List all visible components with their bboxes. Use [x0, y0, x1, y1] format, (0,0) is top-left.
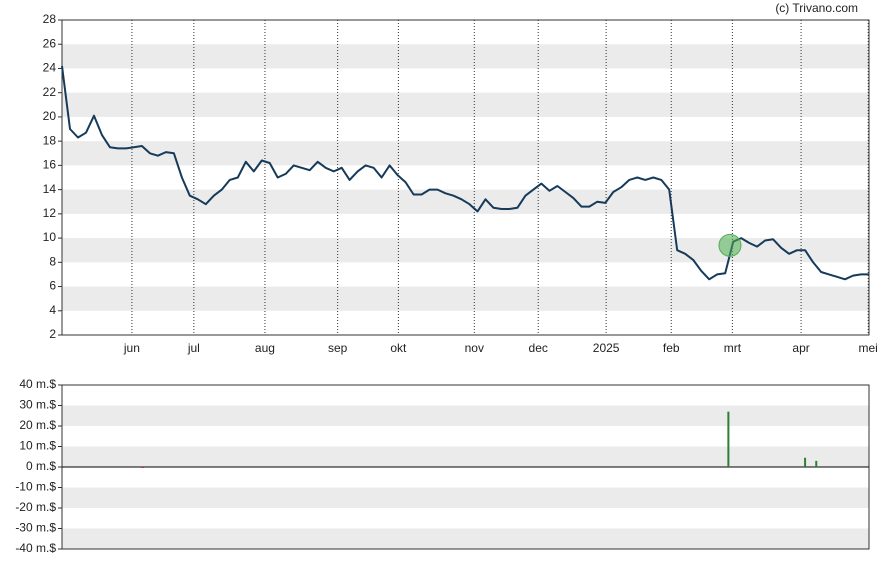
y-tick-label: 2 [49, 327, 56, 341]
trade-marker [718, 233, 742, 257]
grid-band [62, 44, 869, 69]
y-tick-label: 20 [43, 109, 57, 123]
grid-band [62, 405, 869, 426]
y-tick-label: 12 [43, 206, 57, 220]
bar [815, 460, 818, 467]
y-tick-label: 24 [43, 61, 57, 75]
y-tick-label: 16 [43, 158, 57, 172]
y-tick-label: 30 m.$ [19, 398, 56, 412]
plot-border [61, 19, 870, 336]
y-tick-label: 8 [49, 254, 56, 268]
y-tick-label: 40 m.$ [19, 377, 56, 391]
credit: (c) Trivano.com [775, 1, 858, 15]
grid-band [62, 92, 869, 117]
x-tick-label: okt [390, 341, 407, 355]
grid-band [62, 446, 869, 467]
y-tick-label: -20 m.$ [15, 500, 56, 514]
bar [141, 467, 144, 468]
x-tick-label: mei [859, 341, 878, 355]
x-tick-label: apr [792, 341, 809, 355]
grid-band [62, 286, 869, 311]
x-tick-label: jun [123, 341, 140, 355]
y-tick-label: 6 [49, 279, 56, 293]
x-tick-label: nov [465, 341, 484, 355]
bar [727, 411, 730, 467]
y-tick-label: 0 m.$ [26, 459, 56, 473]
y-tick-label: 22 [43, 85, 57, 99]
y-tick-label: -40 m.$ [15, 541, 56, 555]
grid-band [62, 141, 869, 166]
y-tick-label: 14 [43, 182, 57, 196]
y-tick-label: 28 [43, 12, 57, 26]
y-tick-label: 18 [43, 133, 57, 147]
grid-band [62, 487, 869, 508]
plot-area [62, 20, 869, 335]
x-tick-label: dec [529, 341, 548, 355]
x-tick-label: 2025 [593, 341, 620, 355]
y-tick-label: 4 [49, 303, 56, 317]
x-tick-label: jul [187, 341, 200, 355]
y-tick-label: 20 m.$ [19, 418, 56, 432]
y-tick-label: 26 [43, 36, 57, 50]
y-tick-label: 10 [43, 230, 57, 244]
grid-band [62, 528, 869, 549]
x-tick-label: mrt [724, 341, 742, 355]
bar [804, 457, 807, 467]
x-tick-label: sep [328, 341, 348, 355]
x-tick-label: feb [663, 341, 680, 355]
y-tick-label: 10 m.$ [19, 439, 56, 453]
y-tick-label: -10 m.$ [15, 480, 56, 494]
x-tick-label: aug [255, 341, 275, 355]
y-tick-label: -30 m.$ [15, 521, 56, 535]
